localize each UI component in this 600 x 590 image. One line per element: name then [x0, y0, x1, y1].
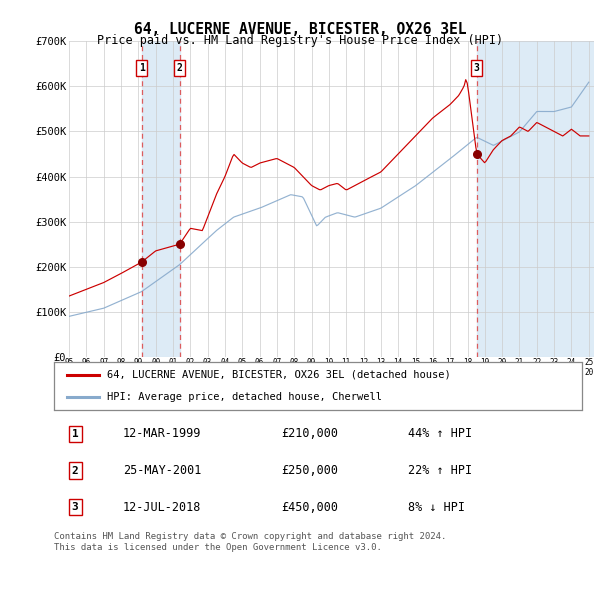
Bar — [476, 41, 598, 357]
Text: 3: 3 — [474, 63, 479, 73]
Text: 12-JUL-2018: 12-JUL-2018 — [122, 501, 201, 514]
Text: 1: 1 — [139, 63, 145, 73]
Text: 2: 2 — [72, 466, 79, 476]
Text: Price paid vs. HM Land Registry's House Price Index (HPI): Price paid vs. HM Land Registry's House … — [97, 34, 503, 47]
Text: £210,000: £210,000 — [281, 427, 338, 440]
Text: £250,000: £250,000 — [281, 464, 338, 477]
Text: 64, LUCERNE AVENUE, BICESTER, OX26 3EL (detached house): 64, LUCERNE AVENUE, BICESTER, OX26 3EL (… — [107, 370, 451, 380]
Text: 12-MAR-1999: 12-MAR-1999 — [122, 427, 201, 440]
Text: 1: 1 — [72, 429, 79, 439]
Text: 2: 2 — [177, 63, 182, 73]
Text: 25-MAY-2001: 25-MAY-2001 — [122, 464, 201, 477]
Text: 8% ↓ HPI: 8% ↓ HPI — [408, 501, 465, 514]
Text: 22% ↑ HPI: 22% ↑ HPI — [408, 464, 472, 477]
Text: £450,000: £450,000 — [281, 501, 338, 514]
Text: 44% ↑ HPI: 44% ↑ HPI — [408, 427, 472, 440]
Bar — [142, 41, 180, 357]
Text: 64, LUCERNE AVENUE, BICESTER, OX26 3EL: 64, LUCERNE AVENUE, BICESTER, OX26 3EL — [134, 22, 466, 37]
Text: HPI: Average price, detached house, Cherwell: HPI: Average price, detached house, Cher… — [107, 392, 382, 402]
Text: Contains HM Land Registry data © Crown copyright and database right 2024.
This d: Contains HM Land Registry data © Crown c… — [54, 532, 446, 552]
Text: 3: 3 — [72, 502, 79, 512]
